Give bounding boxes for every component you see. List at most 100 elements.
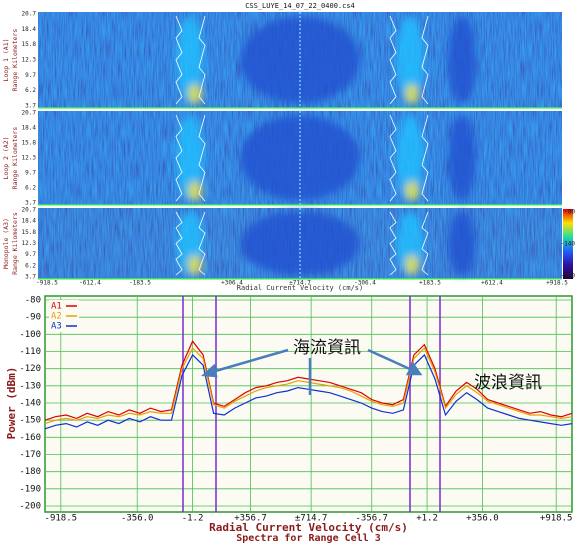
colorbar-label: -180 [561,273,576,280]
echo [176,115,204,201]
y-tick-label: -140 [19,399,41,409]
arrow [367,348,413,372]
panel-label: Loop 1 (A1) [2,38,10,81]
x-tick-label: +1.2 [416,514,438,524]
panel-tick-label: 15.8 [22,41,37,48]
contour [175,114,183,202]
x-tick-label: -356.7 [355,514,388,524]
colorbar-label: -80 [564,209,575,216]
arrowhead [405,361,423,376]
echo [448,115,476,201]
panel-tick-label: 18.4 [22,125,37,132]
panel-tick-label: 20.7 [22,207,37,214]
contour [389,15,397,105]
panel-axis-label: Range Kilometers [11,212,19,275]
echo-blobs [176,211,476,276]
echo-core [405,181,419,201]
panel-tick-label: 9.7 [25,170,36,177]
legend-label: A3 [51,322,62,332]
y-tick-label: -170 [19,450,41,460]
x-tick-label: +356.0 [466,514,499,524]
spectrogram-x-tick: +183.5 [419,280,441,287]
spectrogram-x-tick: -183.5 [129,280,151,287]
y-tick-label: -80 [25,296,41,306]
arrow [211,348,289,374]
y-tick-label: -130 [19,381,41,391]
echo [396,115,424,201]
panel-tick-label: 12.3 [22,240,37,247]
spectrogram-x-tick: +612.4 [481,280,503,287]
echo-core [405,255,419,275]
y-tick-label: -200 [19,502,41,512]
panel-axis-label: Range Kilometers [11,29,19,92]
panel-tick-label: 3.7 [25,274,36,281]
contour [421,211,429,276]
annotation: 海流資訊 [293,338,361,358]
panel-tick-label: 6.2 [25,87,36,94]
spectrogram-x-tick: ±714.7 [289,280,311,287]
y-tick-label: -90 [25,313,41,323]
y-tick-label: -190 [19,484,41,494]
spectrogram-title: CSS_LUYE_14_07_22_0400.cs4 [245,2,355,10]
y-tick-label: -100 [19,330,41,340]
echo [448,16,476,104]
echo-core [405,84,419,104]
panel-tick-label: 3.7 [25,103,36,110]
panel-tick-label: 20.7 [22,11,37,18]
panel-tick-label: 9.7 [25,251,36,258]
echo [240,115,360,201]
panel-tick-label: 18.4 [22,26,37,33]
panel-tick-label: 20.7 [22,110,37,117]
x-axis-label: Radial Current Velocity (cm/s) [209,521,408,534]
panel-tick-label: 12.3 [22,57,37,64]
echo-core [188,181,202,201]
panel-tick-label: 6.2 [25,262,36,269]
series-line [44,340,573,421]
x-tick-label: ±714.7 [295,514,328,524]
panel-label: Loop 2 (A2) [2,136,10,179]
spectrogram-x-tick: -306.4 [354,280,376,287]
contour [175,15,183,105]
y-axis-label: Power (dBm) [5,367,18,440]
y-tick-label: -120 [19,364,41,374]
colorbar-label: -140 [561,241,576,248]
colorbar [563,209,573,279]
y-tick-label: -150 [19,416,41,426]
panel-tick-label: 9.7 [25,72,36,79]
panel-label: Monopole (A3) [2,218,10,269]
echo [176,16,204,104]
echo-core [188,84,202,104]
panel-tick-label: 15.8 [22,229,37,236]
contour [175,211,183,276]
panel-tick-label: 12.3 [22,155,37,162]
contour [198,15,206,105]
echo [396,16,424,104]
contour [198,211,206,276]
y-tick-label: -110 [19,347,41,357]
panel-tick-label: 18.4 [22,218,37,225]
series-line [44,353,573,430]
echo-core [188,255,202,275]
series-line [44,347,573,425]
spectrogram: Loop 1 (A1) Range Kilometers20.718.415.81… [2,11,575,287]
echo [448,211,476,276]
spectrogram-x-tick: -918.5 [36,280,58,287]
power-chart: -200 -190 -180 -170 -160 -150 -140 -130 -120 -110… [5,295,573,544]
panel-tick-label: 6.2 [25,185,36,192]
echo [240,211,360,276]
arrowhead [201,363,218,378]
annotation: 波浪資訊 [474,373,542,393]
legend-label: A1 [51,302,62,312]
contour [421,114,429,202]
panel-tick-label: 15.8 [22,140,37,147]
panel-axis-label: Range Kilometers [11,127,19,190]
contour [198,114,206,202]
spectrogram-x-tick: +306.4 [221,280,243,287]
contour [389,211,397,276]
plot-area [44,295,573,513]
x-tick-label: -1.2 [182,514,204,524]
panel-tick-label: 3.7 [25,200,36,207]
x-tick-label: +356.7 [234,514,267,524]
legend-label: A2 [51,312,62,322]
y-tick-label: -160 [19,433,41,443]
